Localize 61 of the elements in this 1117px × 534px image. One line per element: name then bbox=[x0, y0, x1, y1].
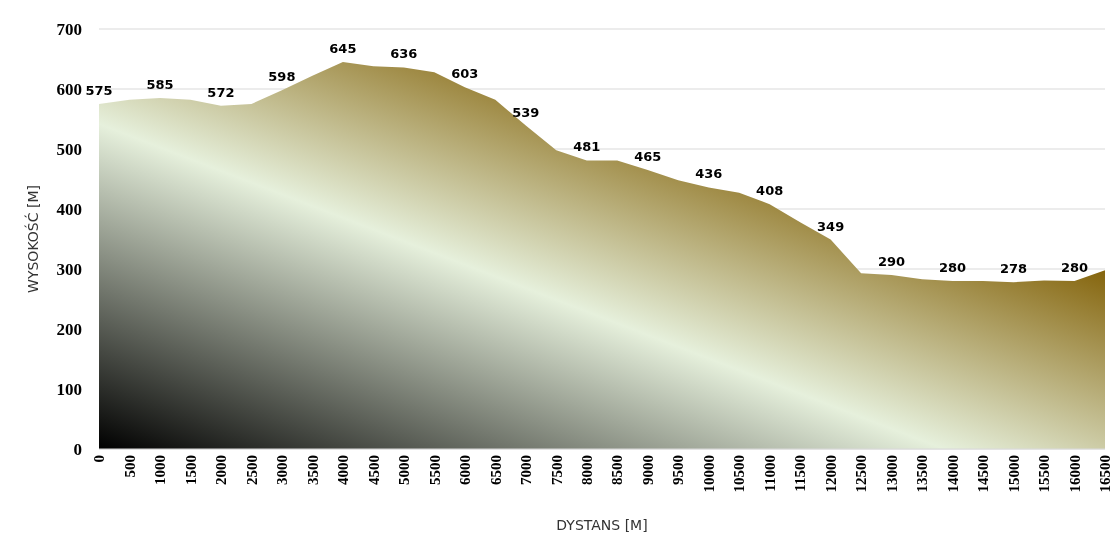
x-tick-label: 5000 bbox=[396, 455, 413, 485]
data-label: 465 bbox=[634, 149, 662, 164]
y-tick-label: 0 bbox=[73, 439, 82, 459]
x-tick-label: 8500 bbox=[609, 455, 626, 485]
x-tick-label: 15000 bbox=[1005, 455, 1022, 493]
data-label: 575 bbox=[85, 83, 113, 98]
y-tick-label: 500 bbox=[56, 139, 82, 159]
x-tick-label: 12500 bbox=[853, 455, 870, 493]
x-tick-label: 4000 bbox=[335, 455, 352, 485]
x-tick-label: 500 bbox=[121, 455, 138, 478]
x-tick-label: 14500 bbox=[975, 455, 992, 493]
x-tick-label: 16000 bbox=[1066, 455, 1083, 493]
data-label: 280 bbox=[1060, 260, 1089, 275]
data-label: 603 bbox=[451, 66, 479, 82]
data-label: 280 bbox=[939, 260, 967, 275]
data-label: 290 bbox=[878, 254, 906, 269]
x-tick-label: 8000 bbox=[579, 455, 596, 485]
data-label: 349 bbox=[817, 218, 845, 234]
y-tick-label: 600 bbox=[56, 79, 82, 99]
x-tick-label: 2500 bbox=[243, 455, 260, 485]
x-tick-label: 3500 bbox=[304, 455, 321, 485]
x-tick-label: 16500 bbox=[1097, 455, 1114, 493]
data-label: 636 bbox=[390, 46, 418, 62]
x-tick-label: 9500 bbox=[670, 455, 687, 485]
x-tick-label: 11000 bbox=[761, 455, 778, 492]
data-label: 539 bbox=[512, 104, 540, 120]
x-tick-label: 10000 bbox=[700, 455, 717, 493]
y-tick-label: 400 bbox=[56, 199, 82, 219]
x-tick-label: 11500 bbox=[792, 455, 809, 492]
x-tick-label: 2000 bbox=[213, 455, 230, 485]
y-tick-label: 700 bbox=[56, 19, 82, 39]
x-tick-label: 5500 bbox=[426, 455, 443, 485]
x-tick-label: 13000 bbox=[883, 455, 900, 493]
x-tick-label: 15500 bbox=[1036, 455, 1053, 493]
data-label: 598 bbox=[268, 69, 296, 85]
x-tick-label: 7000 bbox=[518, 455, 535, 485]
x-tick-label: 6000 bbox=[457, 455, 474, 485]
x-tick-label: 14000 bbox=[944, 455, 961, 493]
y-tick-label: 300 bbox=[56, 259, 82, 279]
data-label: 278 bbox=[999, 261, 1028, 277]
data-label: 572 bbox=[207, 84, 235, 100]
data-label: 481 bbox=[573, 139, 601, 155]
x-tick-label: 12000 bbox=[822, 455, 839, 493]
x-tick-label: 1000 bbox=[152, 455, 169, 485]
x-tick-label: 9000 bbox=[639, 455, 656, 485]
data-label: 645 bbox=[329, 41, 357, 56]
y-tick-label: 200 bbox=[56, 319, 82, 339]
x-tick-label: 6500 bbox=[487, 455, 504, 485]
y-tick-label: 100 bbox=[56, 379, 82, 399]
y-axis-title: WYSOKOŚĆ [M] bbox=[24, 185, 41, 293]
x-tick-label: 3000 bbox=[274, 455, 291, 485]
x-tick-label: 13500 bbox=[914, 455, 931, 493]
x-tick-label: 1500 bbox=[182, 455, 199, 485]
data-label: 436 bbox=[695, 166, 723, 182]
x-tick-label: 4500 bbox=[365, 455, 382, 485]
x-tick-label: 10500 bbox=[731, 455, 748, 493]
data-label: 408 bbox=[756, 183, 784, 199]
x-tick-label: 0 bbox=[91, 455, 108, 463]
x-tick-label: 7500 bbox=[548, 455, 565, 485]
x-axis-title: DYSTANS [M] bbox=[556, 517, 648, 533]
data-label: 585 bbox=[146, 77, 174, 92]
